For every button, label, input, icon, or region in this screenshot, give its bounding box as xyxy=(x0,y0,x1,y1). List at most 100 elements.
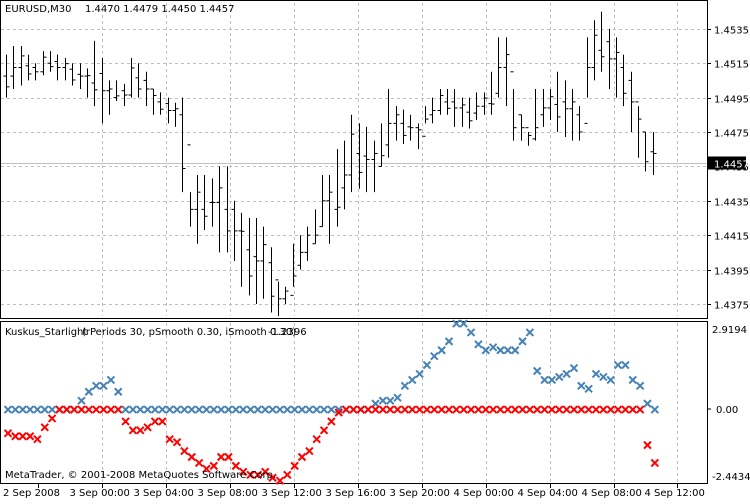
time-tick-label: 4 Sep 00:00 xyxy=(454,488,514,499)
price-bar xyxy=(106,80,113,115)
indicator-mark-positive xyxy=(99,381,108,391)
price-bar xyxy=(99,58,106,124)
current-price-badge xyxy=(708,156,746,170)
indicator-mark-negative xyxy=(33,434,42,444)
indicator-mark-negative xyxy=(341,405,351,414)
price-bar xyxy=(179,97,186,193)
indicator-mark-negative xyxy=(599,405,608,414)
indicator-mark-positive xyxy=(503,346,513,355)
indicator-mark-negative xyxy=(180,446,189,456)
indicator-mark-negative xyxy=(510,405,520,414)
price-tick-label: 1.4435 xyxy=(714,198,749,209)
price-bar xyxy=(297,235,304,270)
indicator-mark-negative xyxy=(209,461,219,471)
price-bar xyxy=(613,37,620,98)
indicator-mark-positive xyxy=(84,387,94,396)
indicator-mark-positive xyxy=(114,387,123,396)
price-bar xyxy=(488,71,495,115)
price-bar xyxy=(407,114,414,141)
indicator-mark-negative xyxy=(518,405,527,414)
price-bar xyxy=(121,83,128,107)
price-bar xyxy=(187,144,194,227)
price-bar xyxy=(562,80,569,138)
price-bar xyxy=(209,178,216,227)
indicator-mark-positive xyxy=(415,369,424,379)
price-bar xyxy=(584,37,591,124)
indicator-mark-positive xyxy=(172,405,182,414)
price-bar xyxy=(459,97,466,127)
indicator-mark-negative xyxy=(106,405,116,414)
price-bar xyxy=(157,92,164,115)
price-bar xyxy=(569,88,576,141)
indicator-mark-negative xyxy=(246,470,255,479)
price-bar xyxy=(32,63,39,81)
indicator-mark-positive xyxy=(47,405,57,414)
time-tick-label: 3 Sep 04:00 xyxy=(134,488,194,499)
indicator-mark-positive xyxy=(327,405,336,414)
indicator-mark-positive xyxy=(165,405,174,414)
indicator-mark-negative xyxy=(628,405,637,414)
indicator-mark-positive xyxy=(525,328,535,337)
indicator-mark-negative xyxy=(283,470,292,479)
price-bar xyxy=(334,149,341,227)
price-bar xyxy=(194,174,201,244)
price-bar xyxy=(304,226,311,261)
price-bars xyxy=(3,11,657,316)
price-bar xyxy=(135,63,142,98)
indicator-mark-positive xyxy=(216,405,226,414)
price-bar xyxy=(635,101,642,158)
indicator-mark-negative xyxy=(165,434,174,444)
indicator-mark-negative xyxy=(84,405,94,414)
indicator-mark-positive xyxy=(268,405,277,414)
indicator-mark-positive xyxy=(606,375,615,385)
indicator-mark-positive xyxy=(334,405,343,414)
price-bar xyxy=(378,123,385,167)
price-bar xyxy=(473,92,480,120)
indicator-mark-negative xyxy=(18,432,27,441)
price-bar xyxy=(113,80,120,102)
price-bar xyxy=(40,51,47,76)
indicator-mark-positive xyxy=(305,405,314,414)
indicator-mark-negative xyxy=(555,405,564,414)
price-tick-label: 1.4495 xyxy=(714,95,749,106)
indicator-mark-positive xyxy=(121,405,130,414)
price-bar xyxy=(275,279,282,316)
price-bar xyxy=(444,88,451,115)
indicator-mark-negative xyxy=(172,437,182,447)
price-tick-label: 1.4515 xyxy=(714,60,749,71)
time-axis: 2 Sep 2008 3 Sep 00:00 3 Sep 04:00 3 Sep 08… xyxy=(3,484,705,499)
indicator-mark-positive xyxy=(393,393,402,402)
indicator-panel-frame xyxy=(0,321,708,484)
price-bar xyxy=(400,109,407,145)
price-bar xyxy=(143,71,150,107)
indicator-mark-negative xyxy=(378,405,388,414)
indicator-mark-negative xyxy=(356,405,366,414)
indicator-mark-positive xyxy=(283,405,292,414)
indicator-mark-positive xyxy=(562,369,571,379)
indicator-mark-negative xyxy=(275,476,285,485)
indicator-mark-positive xyxy=(202,405,211,414)
indicator-mark-positive xyxy=(613,360,623,370)
price-bar xyxy=(606,28,613,89)
indicator-mark-negative xyxy=(496,405,505,414)
price-bar xyxy=(576,106,583,141)
time-tick-label: 3 Sep 00:00 xyxy=(70,488,130,499)
time-tick-label: 3 Sep 12:00 xyxy=(262,488,322,499)
indicator-mark-negative xyxy=(393,405,402,414)
indicator-mark-negative xyxy=(577,405,586,414)
price-bar xyxy=(642,131,649,172)
time-tick-label: 3 Sep 16:00 xyxy=(326,488,386,499)
indicator-mark-positive xyxy=(628,375,637,385)
indicator-mark-positive xyxy=(25,405,35,414)
price-bar xyxy=(371,140,378,193)
indicator-title: Kuskus_Starlight xyxy=(5,327,87,338)
price-bar xyxy=(393,106,400,141)
price-bar xyxy=(282,286,289,304)
indicator-mark-positive xyxy=(555,372,564,382)
price-bar xyxy=(268,247,275,313)
indicator-mark-positive xyxy=(18,405,27,414)
indicator-mark-negative xyxy=(40,423,49,432)
indicator-mark-negative xyxy=(25,432,35,441)
